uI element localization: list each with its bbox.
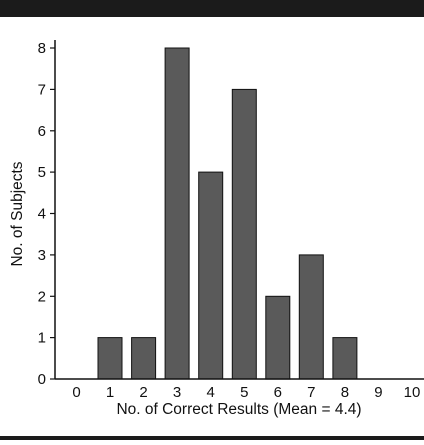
y-axis-title: No. of Subjects [9, 161, 26, 266]
y-tick-label: 3 [38, 247, 46, 264]
x-tick-label: 0 [72, 384, 80, 401]
y-tick-label: 4 [38, 206, 46, 223]
x-tick-label: 4 [207, 384, 215, 401]
bar-1 [97, 337, 123, 380]
bar-3 [164, 47, 190, 380]
top-rule [0, 0, 424, 17]
x-tick-label: 1 [106, 384, 114, 401]
x-tick-label: 8 [341, 384, 349, 401]
x-tick-label: 9 [374, 384, 382, 401]
bars [97, 47, 358, 380]
x-ticks: 0 1 2 3 4 5 6 7 8 9 10 [72, 384, 420, 401]
bar-6 [265, 295, 291, 380]
y-tick-label: 5 [38, 164, 46, 181]
bar-8 [332, 337, 358, 380]
axes [54, 40, 424, 380]
x-tick-label: 10 [404, 384, 421, 401]
y-tick-label: 0 [38, 371, 46, 388]
x-tick-label: 7 [307, 384, 315, 401]
bar-2 [131, 337, 157, 380]
y-ticks: 0 1 2 3 4 5 6 7 8 [38, 40, 55, 388]
x-tick-label: 3 [173, 384, 181, 401]
x-tick-label: 2 [139, 384, 147, 401]
bar-7 [298, 254, 324, 380]
bottom-rule [0, 436, 424, 440]
y-tick-label: 1 [38, 330, 46, 347]
x-tick-label: 5 [240, 384, 248, 401]
y-tick-label: 8 [38, 40, 46, 57]
bar-4 [198, 171, 224, 380]
y-tick-label: 6 [38, 123, 46, 140]
y-tick-label: 2 [38, 288, 46, 305]
x-tick-label: 6 [274, 384, 282, 401]
x-axis-title: No. of Correct Results (Mean = 4.4) [116, 401, 361, 418]
bar-5 [231, 88, 257, 380]
y-tick-label: 7 [38, 81, 46, 98]
